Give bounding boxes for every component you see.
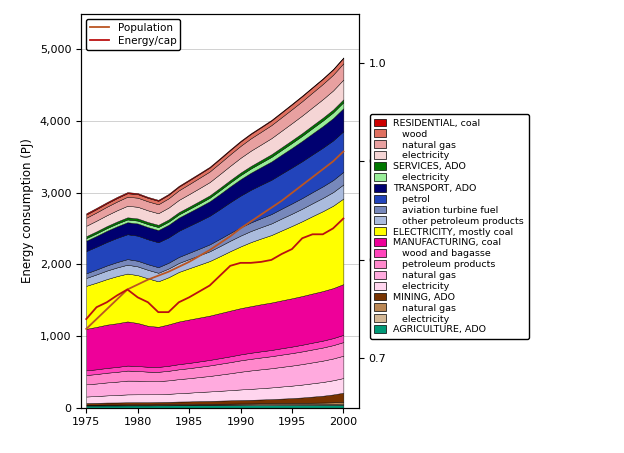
Y-axis label: Energy consumption (PJ): Energy consumption (PJ): [21, 138, 34, 283]
Legend: RESIDENTIAL, coal,    wood,    natural gas,    electricity, SERVICES, ADO,    el: RESIDENTIAL, coal, wood, natural gas, el…: [370, 114, 529, 339]
Legend: Population, Energy/cap: Population, Energy/cap: [86, 19, 180, 50]
